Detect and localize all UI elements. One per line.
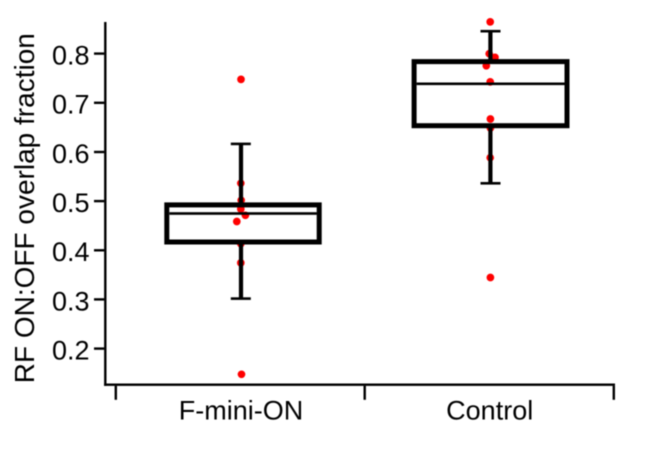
svg-text:0.2: 0.2 xyxy=(52,336,90,366)
svg-text:0.3: 0.3 xyxy=(52,286,90,316)
svg-text:0.4: 0.4 xyxy=(52,237,90,267)
svg-text:Control: Control xyxy=(446,395,533,425)
svg-text:0.8: 0.8 xyxy=(52,41,90,71)
svg-text:RF ON:OFF overlap fraction: RF ON:OFF overlap fraction xyxy=(9,33,40,383)
svg-text:0.7: 0.7 xyxy=(52,90,90,120)
svg-text:F-mini-ON: F-mini-ON xyxy=(179,395,303,425)
svg-text:0.5: 0.5 xyxy=(52,188,90,218)
svg-text:0.6: 0.6 xyxy=(52,139,90,169)
